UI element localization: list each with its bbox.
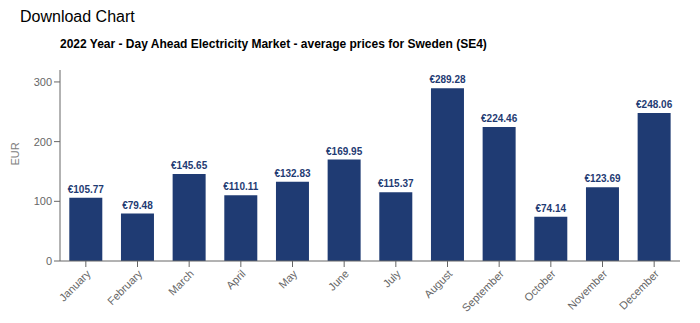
svg-text:€123.69: €123.69 [584, 173, 621, 184]
svg-text:February: February [105, 267, 145, 307]
svg-text:100: 100 [34, 195, 52, 207]
svg-text:300: 300 [34, 76, 52, 88]
svg-text:€74.14: €74.14 [536, 203, 567, 214]
svg-text:July: July [380, 267, 403, 290]
svg-text:May: May [276, 267, 300, 291]
svg-text:November: November [565, 267, 610, 312]
html-text:2022 Year - Day Ahead Electric: 2022 Year - Day Ahead Electricity Market… [60, 37, 487, 51]
svg-text:0: 0 [46, 255, 52, 267]
svg-text:€289.28: €289.28 [429, 74, 466, 85]
svg-text:€79.48: €79.48 [122, 200, 153, 211]
svg-text:€132.83: €132.83 [274, 168, 311, 179]
svg-text:March: March [166, 267, 196, 297]
html-text:Download Chart: Download Chart [20, 8, 135, 25]
svg-text:EUR: EUR [9, 142, 21, 165]
svg-text:€145.65: €145.65 [171, 160, 208, 171]
svg-text:April: April [224, 267, 248, 291]
svg-text:September: September [460, 267, 507, 314]
svg-text:€115.37: €115.37 [378, 178, 414, 189]
svg-text:€224.46: €224.46 [481, 113, 518, 124]
svg-text:January: January [57, 267, 94, 304]
svg-text:€105.77: €105.77 [68, 184, 105, 195]
svg-text:€169.95: €169.95 [326, 146, 363, 157]
svg-text:€248.06: €248.06 [636, 99, 673, 110]
svg-text:December: December [617, 267, 662, 312]
svg-text:June: June [326, 267, 351, 292]
svg-text:October: October [522, 267, 558, 303]
svg-text:200: 200 [34, 136, 52, 148]
svg-text:August: August [422, 267, 455, 300]
svg-text:€110.11: €110.11 [223, 181, 258, 192]
